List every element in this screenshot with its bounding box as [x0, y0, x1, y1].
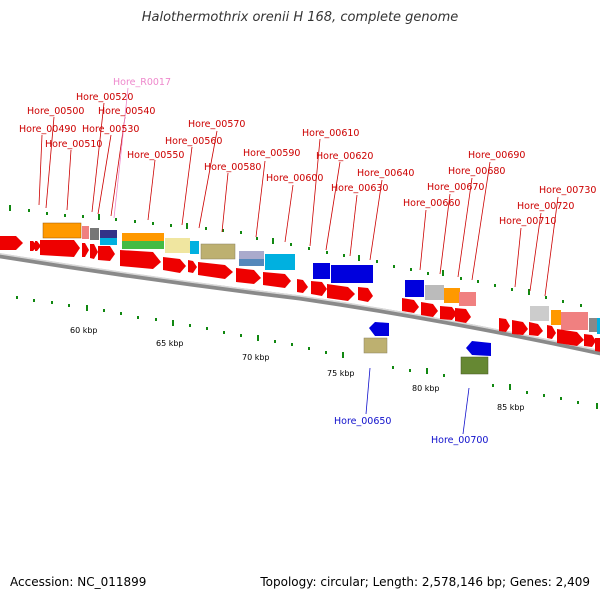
gene-label: Hore_00580	[204, 162, 261, 173]
genome-title: Halothermothrix orenii H 168, complete g…	[141, 10, 459, 25]
gene-label: Hore_00680	[448, 166, 505, 177]
scale-label-85: 85 kbp	[497, 403, 525, 412]
scale-label-65: 65 kbp	[156, 339, 184, 348]
leader-line-rna	[113, 87, 129, 219]
gene-label: Hore_00720	[517, 201, 574, 212]
gene-label: Hore_00730	[539, 185, 596, 196]
gene-label: Hore_00600	[266, 173, 323, 184]
gene-label: Hore_00690	[468, 150, 525, 161]
gene-label: Hore_00640	[357, 168, 414, 179]
scale-label-60: 60 kbp	[70, 326, 98, 335]
gene-label: Hore_00530	[82, 124, 139, 135]
leader-lines-top	[38, 102, 559, 297]
tick-row-top	[9, 205, 582, 307]
gene-label: Hore_00660	[403, 198, 460, 209]
gene-label: Hore_00620	[316, 151, 373, 162]
gene-label: Hore_00560	[165, 136, 222, 147]
gene-labels-top: Hore_R0017 Hore_00520 Hore_00500 Hore_00…	[19, 77, 596, 227]
scale-labels: 60 kbp 65 kbp 70 kbp 75 kbp 80 kbp 85 kb…	[70, 326, 525, 412]
gene-label: Hore_00490	[19, 124, 76, 135]
cds-forward-arrows	[0, 236, 600, 352]
feature-track-upper	[42, 222, 600, 334]
gene-label: Hore_00610	[302, 128, 359, 139]
genome-backbone	[0, 253, 600, 356]
gene-labels-bottom: Hore_00650 Hore_00700	[334, 416, 488, 446]
scale-label-80: 80 kbp	[412, 384, 440, 393]
gene-label: Hore_00550	[127, 150, 184, 161]
genome-summary-text: Topology: circular; Length: 2,578,146 bp…	[260, 575, 590, 589]
leader-lines-bottom	[365, 367, 470, 435]
gene-label: Hore_00700	[431, 435, 488, 446]
gene-label: Hore_00710	[499, 216, 556, 227]
gene-label: Hore_00670	[427, 182, 484, 193]
gene-label: Hore_00630	[331, 183, 388, 194]
gene-label: Hore_00540	[98, 106, 155, 117]
tick-row-bottom	[16, 296, 598, 409]
scale-label-70: 70 kbp	[242, 353, 270, 362]
gene-label: Hore_00590	[243, 148, 300, 159]
scale-label-75: 75 kbp	[327, 369, 355, 378]
reverse-features	[363, 322, 491, 375]
gene-label: Hore_00510	[45, 139, 102, 150]
gene-label: Hore_00500	[27, 106, 84, 117]
accession-text: Accession: NC_011899	[10, 575, 147, 589]
gene-label: Hore_R0017	[113, 77, 171, 88]
gene-label: Hore_00650	[334, 416, 391, 427]
gene-label: Hore_00570	[188, 119, 245, 130]
gene-label: Hore_00520	[76, 92, 133, 103]
